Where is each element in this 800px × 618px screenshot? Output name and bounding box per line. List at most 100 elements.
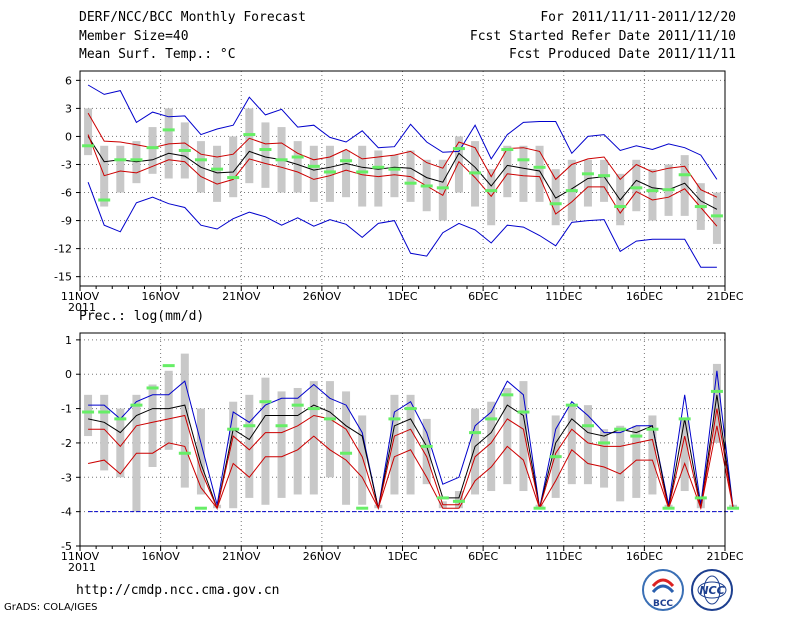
p1-mean-marker xyxy=(291,155,304,159)
p1-y-tick-label: -3 xyxy=(61,158,72,171)
p2-mean-marker xyxy=(662,506,675,510)
bcc-logo-text: BCC xyxy=(653,599,673,609)
p2-mean-marker xyxy=(130,403,143,407)
member-size: Member Size=40 xyxy=(79,29,189,44)
p2-mean-marker xyxy=(243,424,256,428)
p1-mean-marker xyxy=(162,128,175,132)
p2-mean-marker xyxy=(614,427,627,431)
p2-mean-marker xyxy=(485,417,498,421)
p1-mean-marker xyxy=(501,148,514,152)
p1-series-min xyxy=(87,182,717,268)
p2-mean-marker xyxy=(146,386,159,390)
p2-x-tick-label: 21NOV xyxy=(222,550,261,563)
temp-variable-label: Mean Surf. Temp.: °C xyxy=(79,47,236,62)
p1-x-tick-label: 16NOV xyxy=(142,290,181,303)
p1-mean-marker xyxy=(646,189,659,193)
p2-mean-marker xyxy=(98,410,111,414)
p1-mean-marker xyxy=(678,173,691,177)
p2-ensemble-box xyxy=(84,394,93,437)
p1-ensemble-box xyxy=(487,169,496,226)
p1-x-tick-label: 21NOV xyxy=(222,290,261,303)
p2-mean-marker xyxy=(259,400,272,404)
p1-ensemble-box xyxy=(454,136,463,193)
source-url[interactable]: http://cmdp.ncc.cma.gov.cn xyxy=(76,583,280,598)
p2-mean-marker xyxy=(114,417,127,421)
ncc-logo-text: NCC xyxy=(699,584,724,597)
p1-mean-marker xyxy=(146,146,159,150)
p1-y-tick-label: -6 xyxy=(61,187,72,200)
p1-series-max xyxy=(87,84,718,180)
p1-x-year-label: 2011 xyxy=(68,301,96,314)
p1-ensemble-box xyxy=(84,108,93,156)
p1-mean-marker xyxy=(614,205,627,209)
p2-x-tick-label: 11DEC xyxy=(545,550,582,563)
p2-x-tick-label: 16NOV xyxy=(142,550,181,563)
p2-ensemble-box xyxy=(277,391,286,498)
p2-ensemble-box xyxy=(293,387,302,495)
p2-ensemble-box xyxy=(196,408,205,495)
p2-ensemble-box xyxy=(261,377,270,505)
p1-ensemble-box xyxy=(148,127,157,174)
p1-ensemble-box xyxy=(535,145,544,202)
p1-ensemble-box xyxy=(325,145,334,202)
p2-ensemble-box xyxy=(680,418,689,492)
p1-mean-marker xyxy=(452,147,465,151)
p1-ensemble-box xyxy=(712,192,721,244)
p1-ensemble-box xyxy=(503,145,512,198)
p2-mean-marker xyxy=(581,424,594,428)
p2-mean-marker xyxy=(323,417,336,421)
p1-y-tick-label: -12 xyxy=(54,243,72,256)
p2-mean-marker xyxy=(162,364,175,368)
p2-ensemble-box xyxy=(616,425,625,502)
p1-mean-marker xyxy=(130,158,143,162)
p2-mean-marker xyxy=(469,431,482,435)
prec-variable-label: Prec.: log(mm/d) xyxy=(79,309,205,324)
p1-y-tick-label: 3 xyxy=(65,102,72,115)
p2-ensemble-box xyxy=(487,401,496,492)
p2-ensemble-box xyxy=(632,425,641,498)
p2-y-tick-label: -2 xyxy=(61,437,72,450)
p1-mean-marker xyxy=(275,158,288,162)
p1-mean-marker xyxy=(565,189,578,193)
p2-mean-marker xyxy=(356,506,369,510)
p1-mean-marker xyxy=(630,186,643,190)
p2-ensemble-box xyxy=(600,429,609,488)
p2-mean-marker xyxy=(404,407,417,411)
p1-mean-marker xyxy=(694,205,707,209)
p1-ensemble-box xyxy=(600,159,609,202)
p2-y-tick-label: 0 xyxy=(65,368,72,381)
p2-mean-marker xyxy=(420,444,433,448)
p2-mean-marker xyxy=(194,506,207,510)
p2-series-p_low xyxy=(87,425,734,511)
p1-mean-marker xyxy=(98,198,111,202)
p1-mean-marker xyxy=(194,158,207,162)
p2-ensemble-box xyxy=(422,418,431,485)
p2-mean-marker xyxy=(678,417,691,421)
p2-mean-marker xyxy=(565,403,578,407)
p1-ensemble-box xyxy=(438,159,447,221)
bcc-logo: BCC xyxy=(642,569,684,611)
p1-ensemble-box xyxy=(309,145,318,202)
p2-x-year-label: 2011 xyxy=(68,561,96,574)
p2-x-tick-label: 1DEC xyxy=(387,550,417,563)
p2-mean-marker xyxy=(178,451,191,455)
p2-mean-marker xyxy=(549,455,562,459)
p2-y-tick-label: -3 xyxy=(61,471,72,484)
p1-ensemble-box xyxy=(116,145,125,193)
p2-y-tick-label: -4 xyxy=(61,506,72,519)
p2-mean-marker xyxy=(501,393,514,397)
p2-mean-marker xyxy=(710,389,723,393)
p2-ensemble-box xyxy=(342,391,351,505)
p2-ensemble-box xyxy=(519,381,528,492)
p1-ensemble-box xyxy=(261,122,270,188)
p2-mean-marker xyxy=(340,451,353,455)
p2-plot-frame xyxy=(79,332,726,547)
p1-ensemble-box xyxy=(583,159,592,207)
p1-mean-marker xyxy=(710,214,723,218)
p1-ensemble-box xyxy=(342,150,351,198)
p2-ensemble-box xyxy=(180,353,189,488)
p1-ensemble-box xyxy=(293,141,302,193)
p1-ensemble-box xyxy=(680,155,689,216)
p1-mean-marker xyxy=(420,184,433,188)
